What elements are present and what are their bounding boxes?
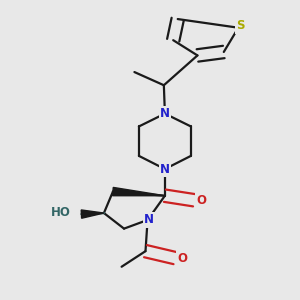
Text: S: S (236, 20, 244, 32)
Text: N: N (144, 214, 154, 226)
Text: O: O (196, 194, 207, 207)
Text: O: O (178, 252, 188, 265)
Polygon shape (112, 188, 165, 196)
Polygon shape (81, 210, 104, 218)
Text: N: N (160, 163, 170, 176)
Text: N: N (160, 107, 170, 120)
Text: HO: HO (51, 206, 71, 219)
